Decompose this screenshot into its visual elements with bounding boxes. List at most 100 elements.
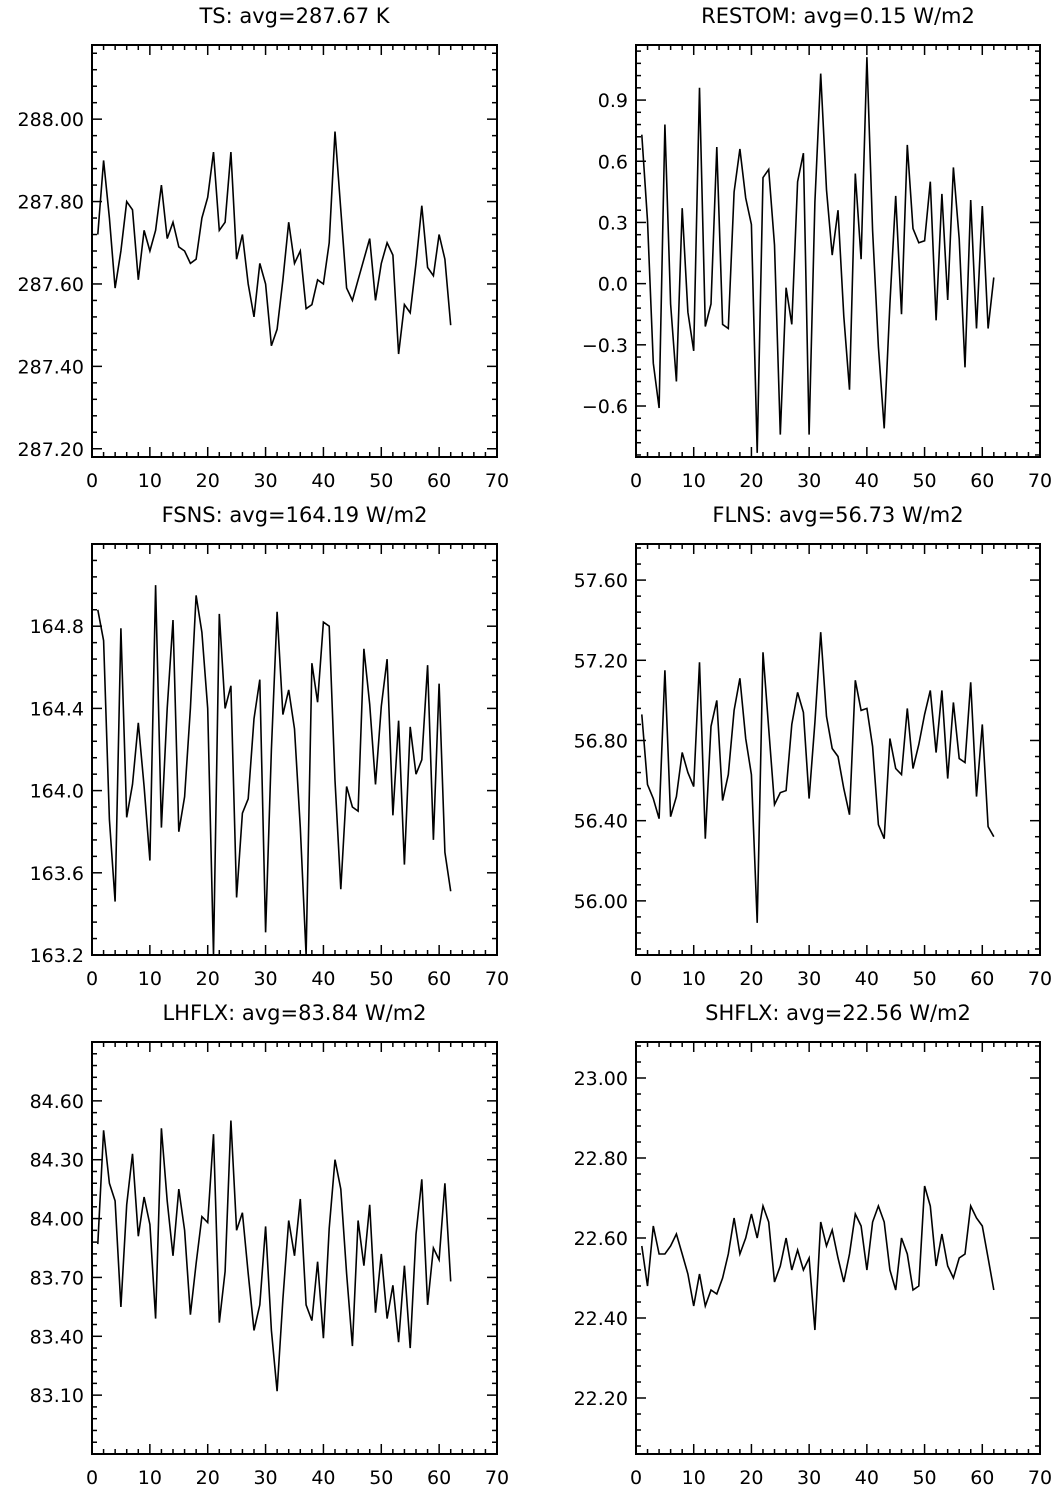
y-tick-label: 83.70 (30, 1267, 84, 1289)
plot-frame (635, 44, 1041, 458)
x-tick-label: 40 (311, 470, 335, 492)
x-tick-label: 70 (485, 1467, 509, 1489)
chart-panel-4: FLNS: avg=56.73 W/m2 0 10 20 30 40 50 60 70 56.00… (574, 503, 1053, 990)
x-tick-label: 50 (369, 470, 393, 492)
plot-frame (635, 543, 1041, 956)
x-tick-label: 20 (196, 1467, 220, 1489)
chart-title: LHFLX: avg=83.84 W/m2 (162, 1001, 426, 1025)
y-tick-label: 83.10 (30, 1385, 84, 1407)
x-tick-label: 60 (427, 1467, 451, 1489)
y-tick-label: 0.6 (598, 151, 628, 173)
y-tick-label: 56.80 (574, 730, 628, 752)
x-tick-label: 30 (253, 1467, 277, 1489)
series-line (641, 1185, 995, 1331)
x-tick-label: 40 (855, 470, 879, 492)
x-tick-label: 50 (912, 1467, 936, 1489)
x-tick-label: 60 (970, 968, 994, 990)
x-tick-label: 70 (485, 968, 509, 990)
y-tick-label: 57.20 (574, 650, 628, 672)
chart-title: FSNS: avg=164.19 W/m2 (162, 503, 428, 527)
x-tick-label: 60 (427, 968, 451, 990)
x-tick-label: 50 (369, 968, 393, 990)
y-tick-label: 287.40 (18, 356, 84, 378)
y-tick-label: 22.20 (574, 1388, 628, 1410)
x-tick-label: 0 (630, 968, 642, 990)
x-tick-label: 70 (485, 470, 509, 492)
y-tick-label: 287.80 (18, 192, 84, 214)
y-tick-label: −0.6 (582, 396, 628, 418)
series-line (97, 131, 452, 355)
y-tick-label: 0.9 (598, 90, 628, 112)
x-tick-label: 30 (797, 470, 821, 492)
x-tick-label: 20 (739, 470, 763, 492)
y-tick-label: 287.60 (18, 274, 84, 296)
chart-panel-1: TS: avg=287.67 K 0 10 20 30 40 50 60 70 287.20 287… (18, 4, 510, 492)
y-tick-label: 163.2 (30, 945, 84, 967)
chart-panel-6: SHFLX: avg=22.56 W/m2 0 10 20 30 40 50 60 70 22.2… (574, 1001, 1053, 1489)
x-tick-label: 0 (86, 470, 98, 492)
y-tick-label: 163.6 (30, 863, 84, 885)
y-tick-label: 57.60 (574, 570, 628, 592)
x-tick-label: 20 (739, 968, 763, 990)
series-line (97, 585, 452, 955)
y-tick-label: 22.40 (574, 1308, 628, 1330)
y-tick-label: 56.40 (574, 811, 628, 833)
y-tick-label: 287.20 (18, 439, 84, 461)
x-tick-label: 30 (253, 968, 277, 990)
x-tick-label: 10 (138, 1467, 162, 1489)
x-tick-label: 70 (1028, 1467, 1052, 1489)
x-tick-label: 50 (369, 1467, 393, 1489)
y-tick-label: −0.3 (582, 335, 628, 357)
plot-frame (91, 1041, 498, 1455)
x-tick-label: 60 (970, 1467, 994, 1489)
y-tick-label: 22.60 (574, 1228, 628, 1250)
y-tick-label: 84.30 (30, 1150, 84, 1172)
series-line (641, 632, 995, 923)
x-tick-label: 40 (855, 968, 879, 990)
chart-title: FLNS: avg=56.73 W/m2 (712, 503, 963, 527)
x-tick-label: 10 (138, 470, 162, 492)
x-tick-label: 50 (912, 968, 936, 990)
x-tick-label: 0 (86, 1467, 98, 1489)
plot-frame (91, 543, 498, 956)
chart-panel-2: RESTOM: avg=0.15 W/m2 0 10 20 30 40 50 60 70 −0.6… (582, 4, 1052, 492)
y-tick-label: 22.80 (574, 1148, 628, 1170)
chart-panel-3: FSNS: avg=164.19 W/m2 0 10 20 30 40 50 60 70 163.… (30, 503, 510, 990)
x-tick-label: 50 (912, 470, 936, 492)
y-tick-label: 83.40 (30, 1326, 84, 1348)
x-tick-label: 20 (196, 470, 220, 492)
y-tick-label: 0.3 (598, 212, 628, 234)
y-tick-label: 164.8 (30, 616, 84, 638)
y-tick-label: 23.00 (574, 1068, 628, 1090)
series-line (97, 1120, 452, 1392)
x-tick-label: 70 (1028, 470, 1052, 492)
y-tick-label: 56.00 (574, 891, 628, 913)
x-tick-label: 20 (739, 1467, 763, 1489)
series-line (641, 57, 995, 453)
x-tick-label: 0 (86, 968, 98, 990)
x-tick-label: 40 (311, 1467, 335, 1489)
y-tick-label: 164.4 (30, 698, 84, 720)
x-tick-label: 60 (970, 470, 994, 492)
x-tick-label: 40 (855, 1467, 879, 1489)
plot-frame (635, 1041, 1041, 1455)
chart-panel-5: LHFLX: avg=83.84 W/m2 0 10 20 30 40 50 60 70 83.1… (30, 1001, 510, 1489)
y-tick-label: 288.00 (18, 109, 84, 131)
x-tick-label: 10 (138, 968, 162, 990)
chart-title: TS: avg=287.67 K (198, 4, 390, 28)
x-tick-label: 70 (1028, 968, 1052, 990)
x-tick-label: 0 (630, 1467, 642, 1489)
y-tick-label: 84.60 (30, 1091, 84, 1113)
y-tick-label: 0.0 (598, 274, 628, 296)
x-tick-label: 10 (682, 968, 706, 990)
y-tick-label: 84.00 (30, 1209, 84, 1231)
x-tick-label: 0 (630, 470, 642, 492)
x-tick-label: 30 (797, 1467, 821, 1489)
x-tick-label: 20 (196, 968, 220, 990)
chart-title: SHFLX: avg=22.56 W/m2 (705, 1001, 971, 1025)
y-tick-label: 164.0 (30, 781, 84, 803)
chart-title: RESTOM: avg=0.15 W/m2 (701, 4, 975, 28)
x-tick-label: 30 (797, 968, 821, 990)
x-tick-label: 40 (311, 968, 335, 990)
